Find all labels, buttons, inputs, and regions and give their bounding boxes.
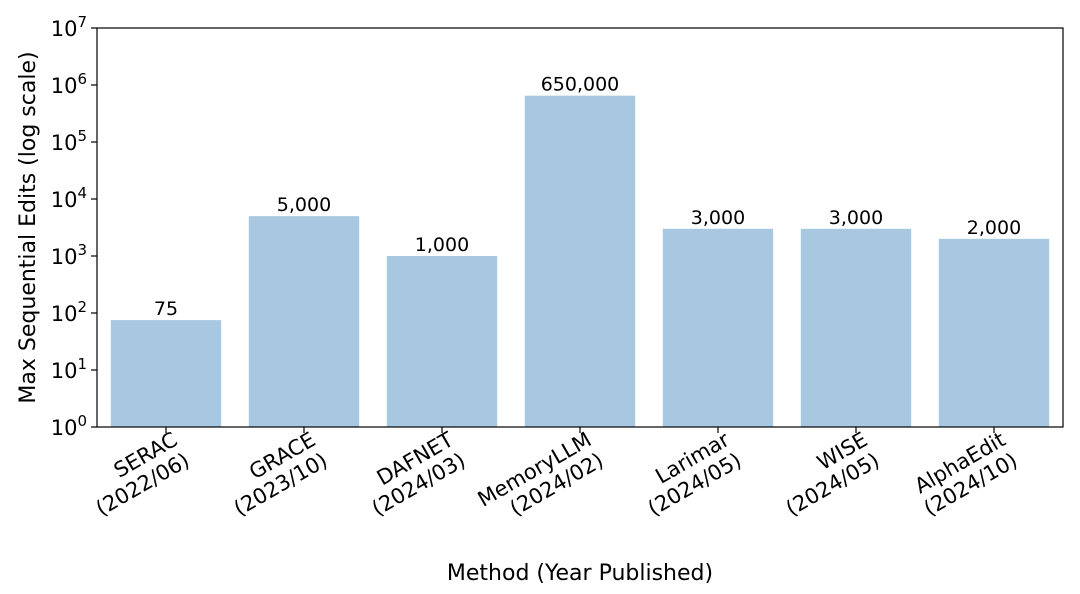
bar-value-label: 75	[154, 298, 178, 320]
x-tick-label: Larimar(2024/05)	[632, 427, 746, 521]
bar-value-label: 3,000	[691, 207, 745, 229]
bar-value-label: 3,000	[829, 207, 883, 229]
bar	[248, 216, 360, 427]
bar-value-label: 1,000	[415, 234, 469, 256]
y-tick-label: 106	[51, 70, 87, 98]
bar	[662, 228, 774, 427]
y-tick-label: 101	[51, 355, 87, 383]
y-tick-label: 103	[51, 241, 87, 269]
bar-value-label: 2,000	[967, 217, 1021, 239]
y-tick-label: 105	[51, 127, 87, 155]
x-tick-label: MemoryLLM(2024/02)	[474, 427, 608, 532]
x-axis-label: Method (Year Published)	[447, 561, 713, 586]
x-tick-label: WISE(2024/05)	[770, 427, 884, 520]
y-tick-label: 107	[51, 13, 87, 41]
x-tick-label: SERAC(2022/06)	[80, 427, 194, 520]
x-axis-ticks: SERAC(2022/06) GRACE(2023/10) DAFNET(2024/…	[80, 427, 1022, 532]
y-tick-label: 102	[51, 298, 87, 326]
bar	[110, 320, 222, 427]
bar-value-label: 5,000	[277, 194, 331, 216]
x-tick-label: GRACE(2023/10)	[218, 427, 332, 520]
y-axis-ticks: 100 101 102 103 104 105 106 107	[51, 13, 97, 440]
y-tick-label: 100	[51, 412, 87, 440]
y-axis-label: Max Sequential Edits (log scale)	[16, 51, 41, 403]
bar	[800, 228, 912, 427]
data-labels-group: 75 5,000 1,000 650,000 3,000 3,000 2,000	[154, 74, 1021, 320]
bars-group	[110, 95, 1050, 427]
x-tick-label: AlphaEdit(2024/10)	[908, 427, 1022, 520]
y-tick-label: 104	[51, 184, 87, 212]
bar	[938, 238, 1050, 427]
bar	[524, 95, 636, 427]
x-tick-label: DAFNET(2024/03)	[356, 427, 470, 520]
bar-value-label: 650,000	[541, 74, 620, 96]
bar	[386, 256, 498, 427]
